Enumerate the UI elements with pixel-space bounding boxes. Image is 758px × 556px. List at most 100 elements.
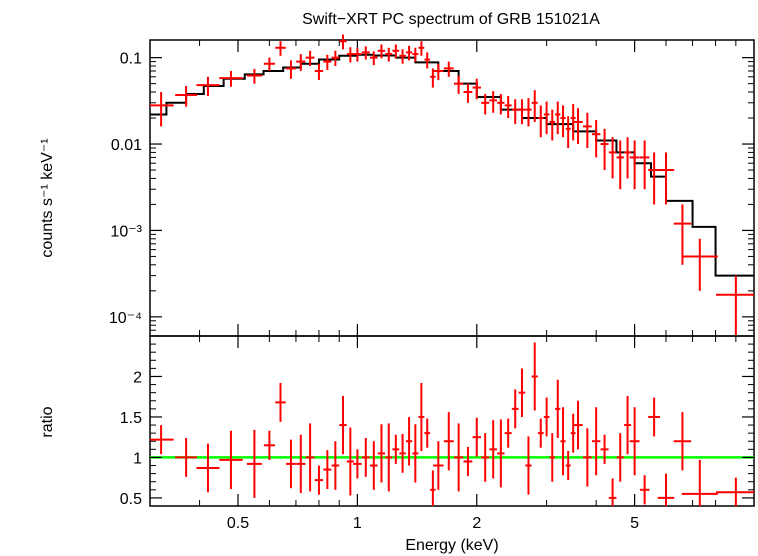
ratio-point — [681, 459, 718, 506]
ratio-point — [463, 446, 473, 477]
spectrum-point — [497, 93, 505, 115]
ratio-point — [518, 368, 526, 417]
ratio-point — [369, 441, 378, 490]
ratio-point — [537, 418, 544, 448]
ratio-point — [657, 473, 675, 506]
y-tick-label: 10⁻³ — [110, 223, 142, 240]
spectrum-point — [573, 108, 583, 145]
bottom-x-ticks: 0.5 1 2 5 — [149, 336, 755, 532]
spectrum-point — [511, 99, 519, 125]
ratio-point — [405, 416, 413, 466]
x-tick-label: 5 — [630, 515, 639, 532]
ratio-point — [472, 417, 481, 457]
spectrum-point — [481, 93, 490, 115]
spectrum-point — [263, 57, 275, 72]
spectrum-point — [489, 91, 498, 113]
ratio-point — [412, 424, 419, 483]
spectrum-point — [629, 140, 640, 190]
spectrum-point — [305, 50, 315, 67]
ratio-point — [543, 397, 550, 437]
top-y-ticks: 0.1 0.01 10⁻³ 10⁻⁴ — [109, 51, 754, 331]
ratio-point — [433, 441, 444, 490]
ratio-point — [497, 419, 505, 488]
spectrum-point — [377, 44, 386, 59]
ratio-point — [339, 395, 347, 455]
spectrum-point — [424, 52, 431, 69]
chart-title: Swift−XRT PC spectrum of GRB 151021A — [302, 11, 600, 28]
ratio-point — [560, 407, 566, 476]
ratio-point — [525, 436, 532, 495]
ratio-point — [531, 342, 538, 411]
spectrum-point — [430, 68, 436, 88]
ratio-point — [629, 407, 640, 476]
ratio-point — [385, 423, 393, 492]
spectrum-point — [549, 109, 555, 141]
ratio-data-points — [150, 342, 754, 506]
ratio-point — [392, 434, 400, 464]
spectrum-point — [624, 137, 632, 179]
spectrum-point — [531, 90, 538, 122]
spectrum-point — [433, 63, 444, 81]
bottom-panel-frame — [149, 335, 755, 507]
ratio-point — [673, 412, 692, 471]
spectrum-point — [175, 85, 198, 107]
top-x-ticks — [149, 40, 755, 336]
spectrum-point — [246, 68, 262, 84]
ratio-point — [639, 475, 650, 505]
y-tick-label: 2 — [133, 369, 142, 386]
spectrum-point — [560, 105, 566, 138]
spectrum-point — [275, 41, 286, 56]
ratio-point — [504, 418, 512, 448]
spectrum-point — [504, 95, 512, 119]
spectrum-point — [537, 105, 544, 138]
y-tick-label: 0.01 — [111, 137, 142, 154]
spectrum-point — [418, 41, 425, 56]
spectrum-point — [608, 137, 617, 179]
spectrum-point — [392, 44, 400, 59]
spectrum-point — [555, 101, 561, 135]
x-tick-label: 0.5 — [227, 515, 249, 532]
ratio-point — [275, 382, 286, 422]
ratio-point — [555, 379, 561, 438]
spectrum-point — [219, 71, 243, 87]
ratio-point — [430, 470, 436, 506]
ratio-point — [716, 477, 754, 506]
spectrum-point — [463, 83, 473, 103]
ratio-point — [573, 400, 583, 450]
spectrum-point — [453, 75, 464, 94]
y-tick-label: 1.5 — [120, 410, 142, 427]
spectrum-point — [518, 99, 526, 125]
spectrum-point — [399, 49, 406, 64]
x-axis-label: Energy (keV) — [405, 537, 498, 554]
spectrum-point — [543, 101, 550, 135]
ratio-point — [219, 430, 243, 489]
spectrum-point — [648, 152, 661, 205]
spectrum-point — [582, 112, 592, 148]
y-tick-label: 10⁻⁴ — [109, 310, 142, 327]
spectrum-point — [286, 60, 296, 79]
ratio-point — [196, 443, 220, 493]
ratio-point — [489, 420, 498, 479]
ratio-point — [549, 433, 555, 482]
ratio-point — [616, 433, 624, 482]
ratio-point — [305, 423, 315, 492]
ratio-point — [346, 427, 354, 496]
ratio-point — [353, 449, 362, 479]
spectrum-point — [525, 98, 532, 127]
spectrum-point — [591, 119, 601, 158]
ratio-point — [246, 429, 262, 498]
spectrum-point — [639, 140, 650, 190]
ratio-point — [443, 412, 454, 471]
y-tick-label: 0.5 — [120, 491, 142, 508]
spectrum-point — [673, 204, 692, 265]
spectrum-point — [570, 104, 576, 141]
y-tick-label: 1 — [133, 450, 142, 467]
top-panel: 0.1 0.01 10⁻³ 10⁻⁴ counts s⁻¹ keV⁻¹ — [39, 34, 755, 337]
spectrum-point — [331, 50, 340, 67]
spectrum-point — [412, 47, 419, 62]
spectrum-point — [361, 46, 370, 60]
spectrum-point — [657, 152, 675, 205]
spectrum-point — [443, 61, 454, 77]
bottom-panel: 0.5 1 2 5 0.5 1 1.5 2 ratio Energy (keV) — [39, 335, 755, 554]
spectrum-point — [616, 140, 624, 190]
